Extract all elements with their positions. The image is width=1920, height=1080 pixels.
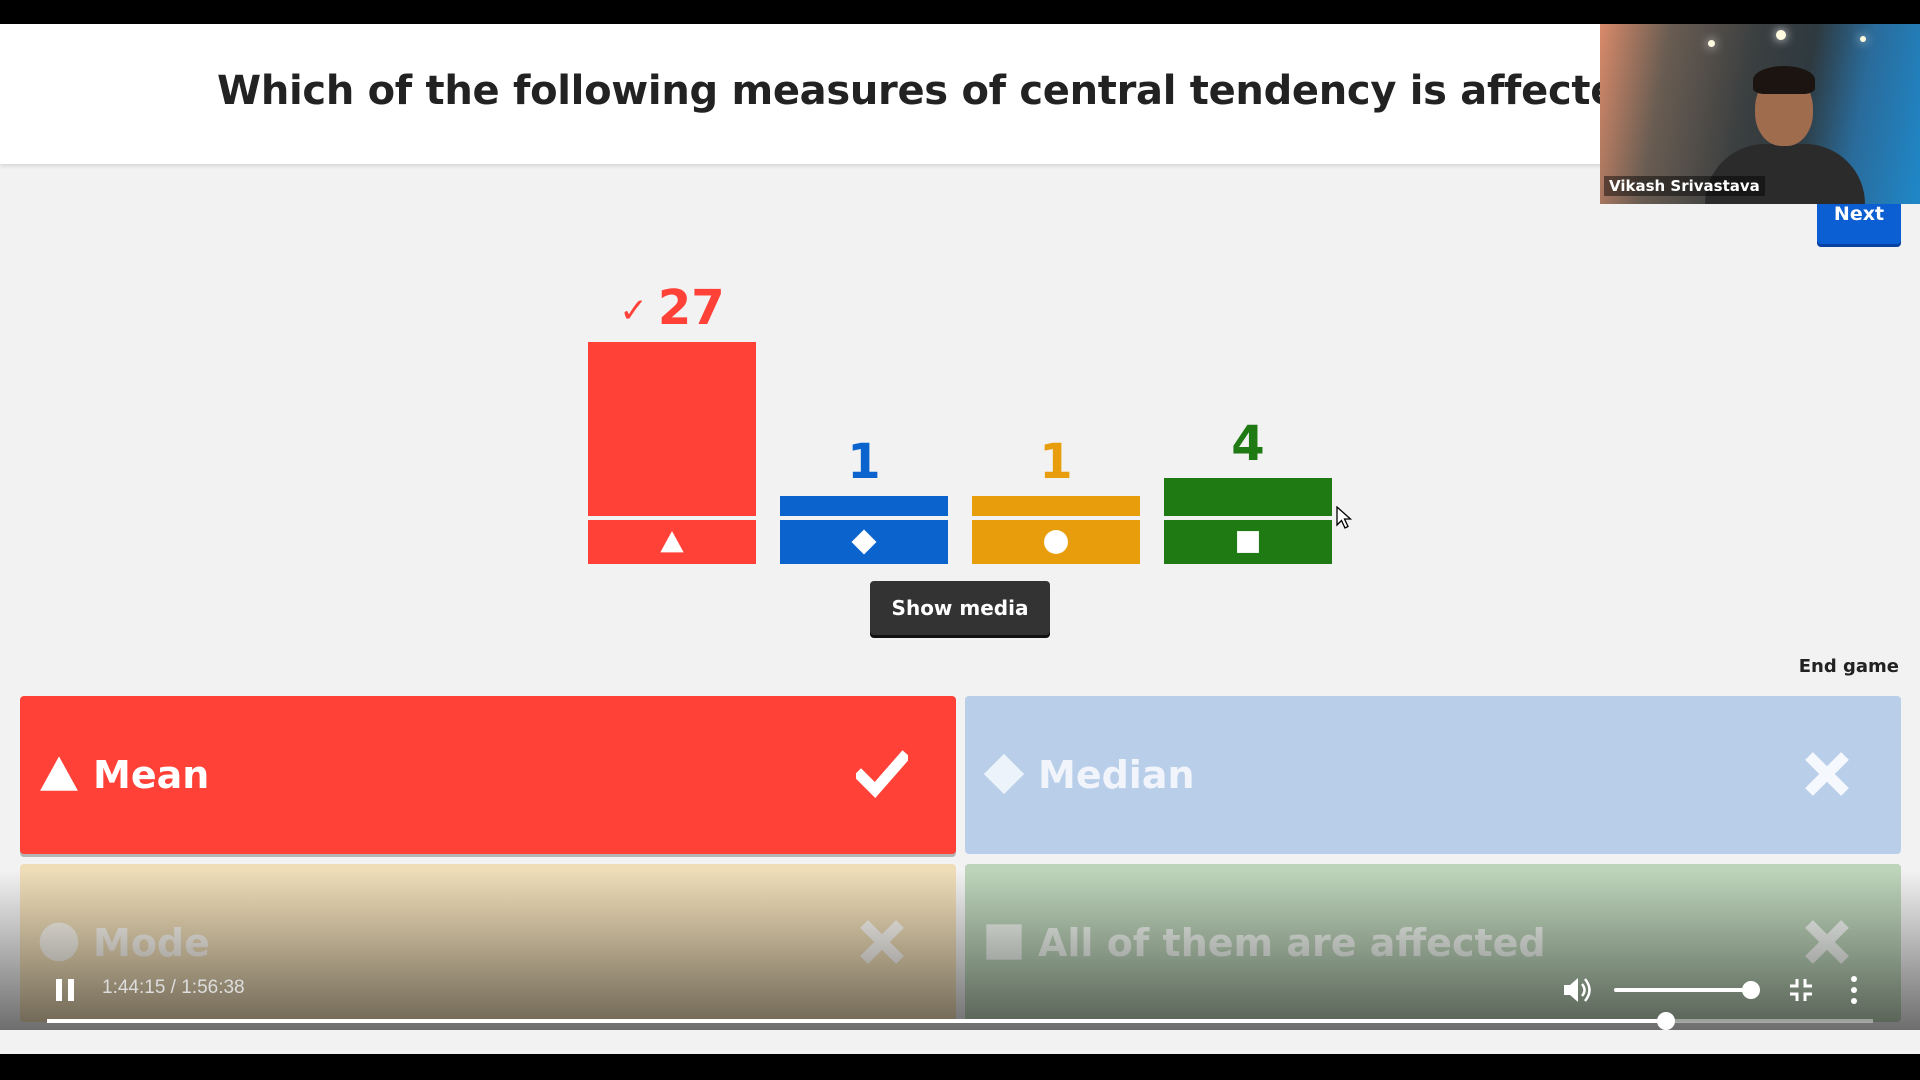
webcam-presenter-name: Vikash Srivastava	[1604, 176, 1765, 196]
pause-icon[interactable]	[54, 978, 76, 1002]
chart-count-square: 4	[1164, 416, 1332, 472]
mouse-cursor-icon	[1336, 506, 1352, 529]
circle-icon	[38, 921, 80, 963]
triangle-icon	[659, 529, 685, 555]
chart-bar-diamond	[780, 496, 948, 516]
show-media-button[interactable]: Show media	[870, 581, 1050, 635]
end-game-link[interactable]: End game	[1798, 656, 1899, 677]
chart-base-triangle	[588, 520, 756, 564]
circle-icon	[1043, 529, 1069, 555]
triangle-icon	[38, 753, 80, 795]
correct-check-icon: ✓	[619, 291, 648, 331]
chart-base-square	[1164, 520, 1332, 564]
diamond-icon	[851, 529, 877, 555]
diamond-icon	[983, 753, 1025, 795]
square-icon	[983, 921, 1025, 963]
seek-bar[interactable]	[47, 1019, 1873, 1023]
chart-count-value: 4	[1231, 416, 1265, 473]
volume-slider-handle[interactable]	[1741, 981, 1760, 999]
volume-slider[interactable]	[1614, 988, 1758, 992]
seek-bar-handle[interactable]	[1656, 1012, 1675, 1030]
volume-icon[interactable]	[1562, 975, 1594, 1005]
time-readout: 1:44:15 / 1:56:38	[102, 977, 245, 998]
answer-label: Mean	[93, 753, 210, 797]
chart-count-value: 27	[657, 280, 725, 336]
chart-bar-triangle	[588, 342, 756, 516]
chart-count-circle: 1	[972, 434, 1140, 490]
chart-count-diamond: 1	[780, 434, 948, 490]
chart-bar-square	[1164, 478, 1332, 516]
seek-bar-played	[47, 1019, 1666, 1023]
square-icon	[1235, 529, 1261, 555]
chart-count-triangle: ✓ 27	[588, 280, 756, 336]
more-options-icon[interactable]	[1846, 975, 1862, 1005]
cross-icon	[1801, 748, 1853, 800]
exit-fullscreen-icon[interactable]	[1789, 978, 1813, 1002]
webcam-overlay: Vikash Srivastava	[1600, 24, 1920, 204]
cross-icon	[1801, 916, 1853, 968]
chart-base-circle	[972, 520, 1140, 564]
chart-count-value: 1	[1039, 434, 1073, 490]
cross-icon	[856, 916, 908, 968]
answer-option-square[interactable]: All of them are affected	[965, 864, 1901, 1022]
answer-option-triangle[interactable]: Mean	[20, 696, 956, 854]
kahoot-screen: Which of the following measures of centr…	[0, 24, 1920, 1054]
question-text: Which of the following measures of centr…	[217, 68, 1801, 114]
answer-results-chart: ✓ 27 1 1 4	[0, 24, 1920, 624]
chart-base-diamond	[780, 520, 948, 564]
answer-option-diamond[interactable]: Median	[965, 696, 1901, 854]
chart-count-value: 1	[847, 434, 881, 490]
answer-label: Mode	[93, 921, 210, 965]
answer-label: Median	[1038, 753, 1195, 797]
answer-label: All of them are affected	[1038, 921, 1546, 965]
chart-bar-circle	[972, 496, 1140, 516]
checkmark-icon	[853, 748, 911, 800]
